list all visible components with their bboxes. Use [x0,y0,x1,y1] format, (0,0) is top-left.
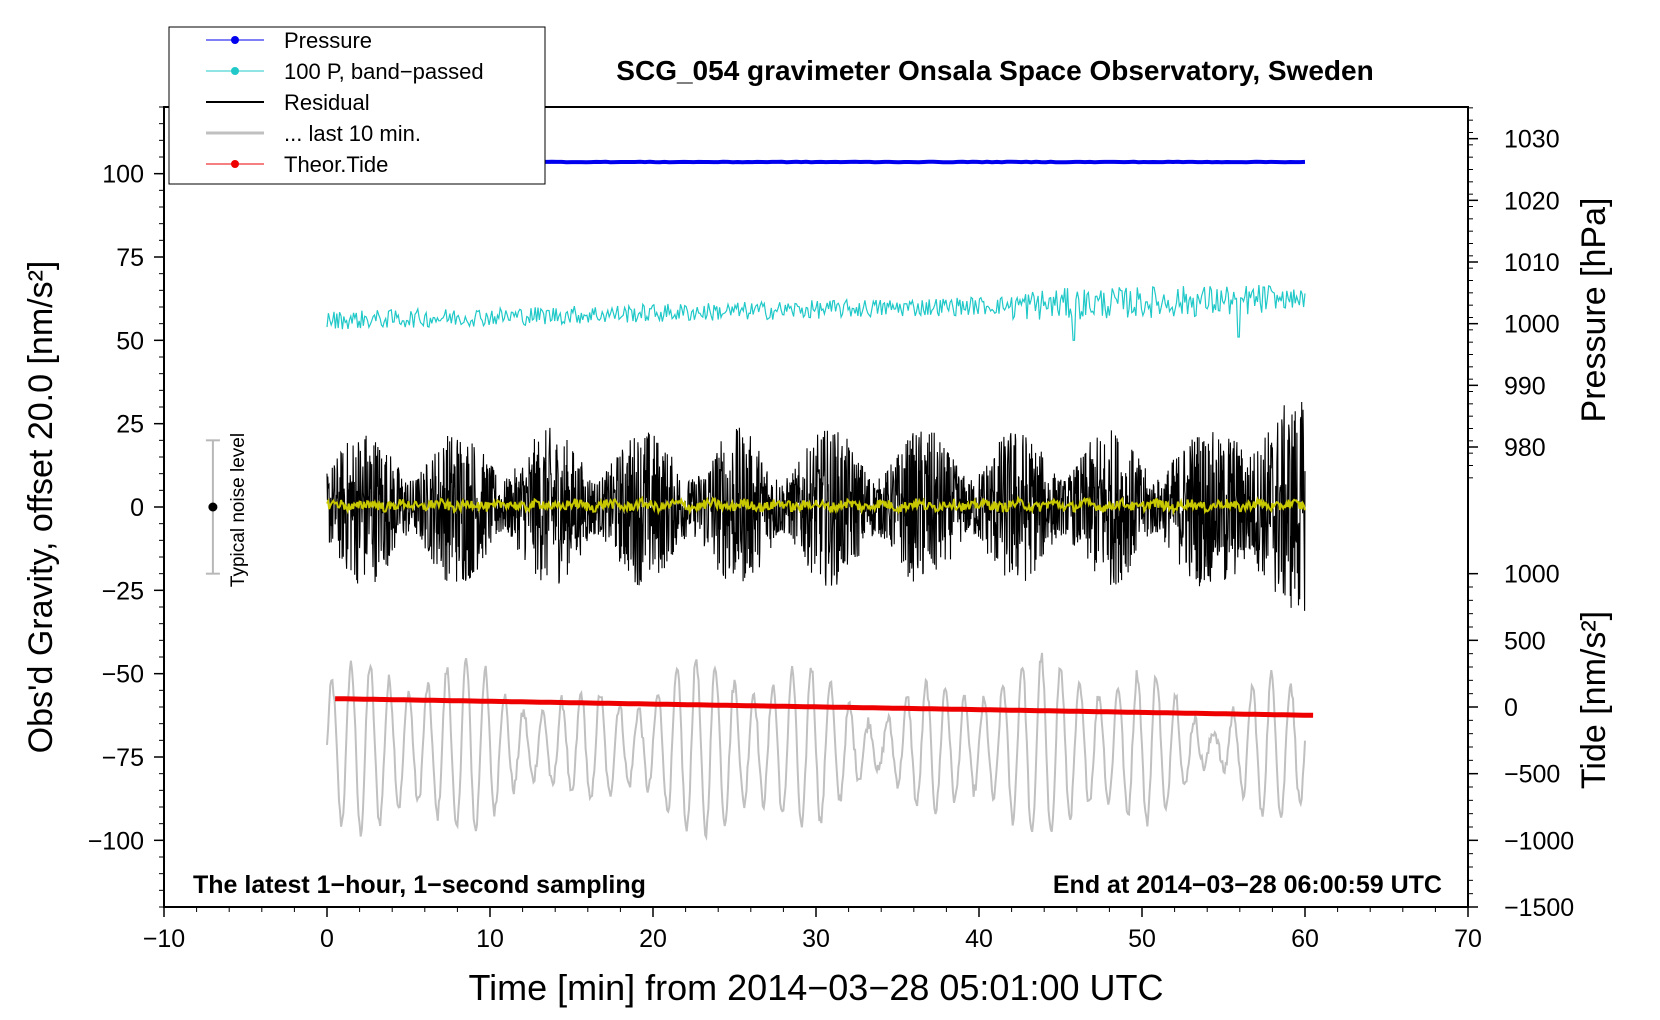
legend: Pressure 100 P, band−passed Residual ... la… [168,26,546,185]
noise-level-label: Typical noise level [228,433,249,587]
y-tick-label: 50 [116,327,144,355]
y-tick-label: −100 [88,827,144,855]
y-axis-left-label: Obs'd Gravity, offset 20.0 [nm/s²] [22,261,60,754]
legend-label: 100 P, band−passed [284,59,484,84]
x-tick-label: 20 [639,925,667,953]
x-tick-label: 30 [802,925,830,953]
x-axis-label: Time [min] from 2014−03−28 05:01:00 UTC [468,967,1163,1008]
pressure-tick-label: 990 [1504,372,1546,400]
y-tick-label: −75 [102,744,144,772]
y-tick-label: −25 [102,577,144,605]
x-tick-label: 10 [476,925,504,953]
x-tick-label: −10 [143,925,185,953]
series-last-10-min [326,652,1306,842]
series-theor-tide [335,696,1314,718]
tide-tick-label: −1000 [1504,827,1574,855]
y-axis-tide-label: Tide [nm/s²] [1575,611,1613,789]
tide-tick-label: −500 [1504,761,1560,789]
y-axis-pressure: 1030 1020 1010 1000 990 980 [1468,107,1560,479]
y-tick-label: −50 [102,661,144,689]
annotation-end-time: End at 2014−03−28 06:00:59 UTC [1053,871,1442,899]
pressure-tick-label: 1010 [1504,249,1560,277]
tide-tick-label: 0 [1504,694,1518,722]
y-axis-tide: 1000 500 0 −500 −1000 −1500 [1468,561,1574,922]
tide-tick-label: 500 [1504,627,1546,655]
y-tick-label: 25 [116,411,144,439]
y-tick-label: 100 [102,161,144,189]
series-band-passed [326,284,1306,341]
tide-tick-label: −1500 [1504,894,1574,922]
series-yellow-residual [326,494,1306,516]
pressure-tick-label: 1030 [1504,126,1560,154]
legend-marker [231,36,239,44]
x-tick-label: 0 [320,925,334,953]
legend-label: Theor.Tide [284,152,388,177]
series-layer [326,159,1314,842]
y-axis-left: 100 75 50 25 0 −25 −50 −75 −100 [88,106,164,908]
x-tick-label: 40 [965,925,993,953]
legend-box [168,26,546,185]
plot-area [326,159,1314,842]
chart-title: SCG_054 gravimeter Onsala Space Observat… [616,55,1373,86]
pressure-tick-label: 980 [1504,434,1546,462]
noise-level-indicator [205,439,220,575]
pressure-tick-label: 1020 [1504,187,1560,215]
legend-marker [231,160,239,168]
x-axis: −10 0 10 20 30 40 50 60 70 [143,907,1482,953]
legend-label: Pressure [284,28,372,53]
legend-label: ... last 10 min. [284,121,421,146]
y-axis-pressure-label: Pressure [hPa] [1575,198,1613,423]
series-residual [326,401,1306,611]
y-tick-label: 0 [130,494,144,522]
pressure-tick-label: 1000 [1504,311,1560,339]
annotation-sampling: The latest 1−hour, 1−second sampling [193,871,646,899]
x-tick-label: 60 [1291,925,1319,953]
tide-tick-label: 1000 [1504,561,1560,589]
x-tick-label: 50 [1128,925,1156,953]
y-tick-label: 75 [116,244,144,272]
x-tick-label: 70 [1454,925,1482,953]
legend-marker [231,67,239,75]
noise-bar-point [208,502,218,512]
legend-label: Residual [284,90,370,115]
